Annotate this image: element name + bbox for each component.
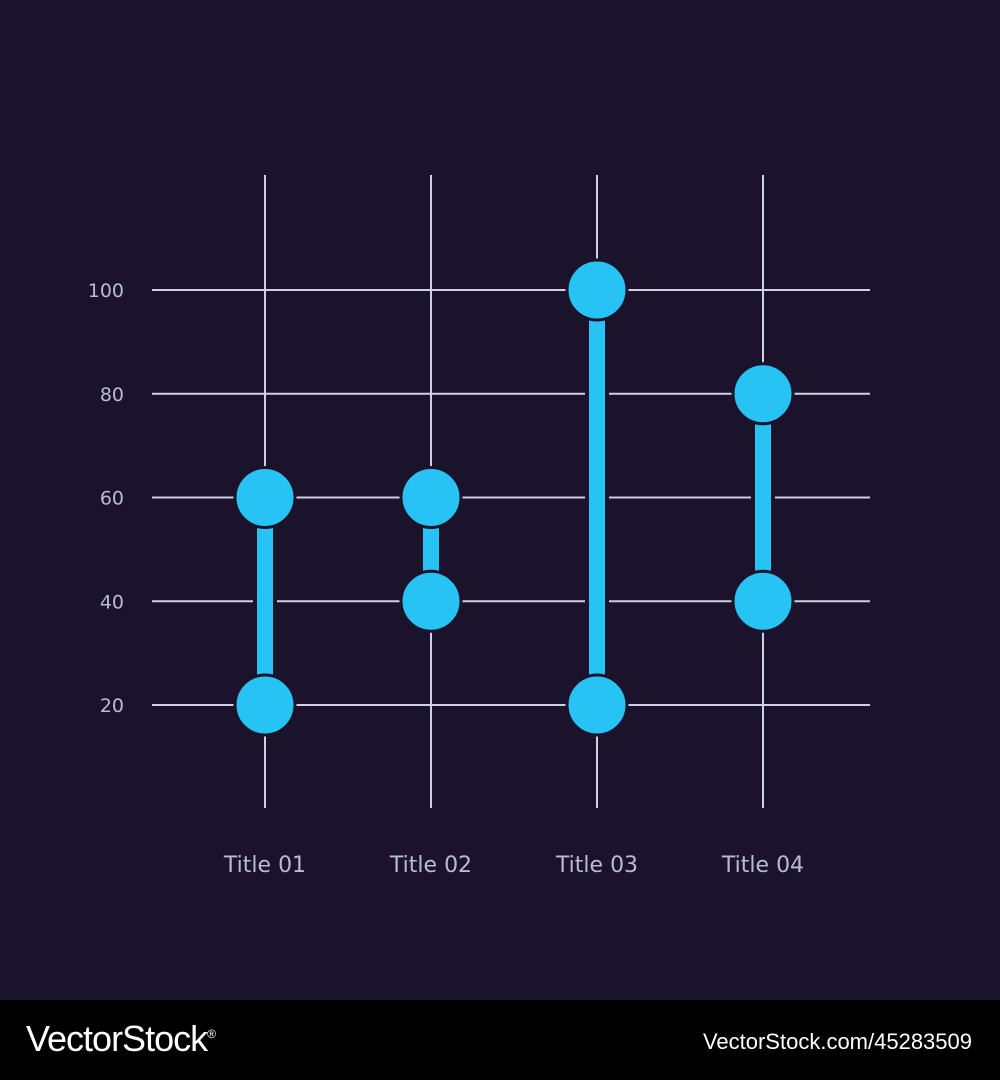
range-high-point-3 — [565, 258, 629, 322]
range-high-point-1 — [233, 466, 297, 529]
stock-id: VectorStock.com/45283509 — [702, 1029, 972, 1054]
range-low-point-4 — [731, 569, 795, 633]
y-tick-label-60: 60 — [100, 488, 124, 510]
category-label-1: Title 01 — [223, 853, 306, 878]
category-label-2: Title 02 — [389, 853, 472, 878]
y-tick-label-100: 100 — [88, 280, 124, 302]
brand-name: VectorStock — [26, 1018, 208, 1059]
range-low-point-2 — [399, 569, 463, 633]
range-low-point-3 — [565, 673, 629, 737]
y-tick-label-40: 40 — [100, 591, 124, 613]
y-tick-label-80: 80 — [100, 384, 124, 406]
watermark-footer: VectorStock® VectorStock.com/45283509 — [0, 1000, 1000, 1080]
registered-mark: ® — [207, 1027, 216, 1041]
category-label-4: Title 04 — [721, 853, 804, 878]
range-high-point-4 — [731, 362, 795, 426]
range-low-point-1 — [233, 673, 297, 737]
range-high-point-2 — [399, 466, 463, 529]
range-chart: 20 40 60 80 100 Title 01 Title 02 Title 03 Titl… — [87, 175, 870, 878]
brand-logo: VectorStock® — [26, 1018, 216, 1060]
chart-svg: 20 40 60 80 100 Title 01 Title 02 Title 03 Titl… — [88, 175, 870, 878]
y-tick-label-20: 20 — [100, 695, 124, 717]
category-label-3: Title 03 — [555, 853, 638, 878]
